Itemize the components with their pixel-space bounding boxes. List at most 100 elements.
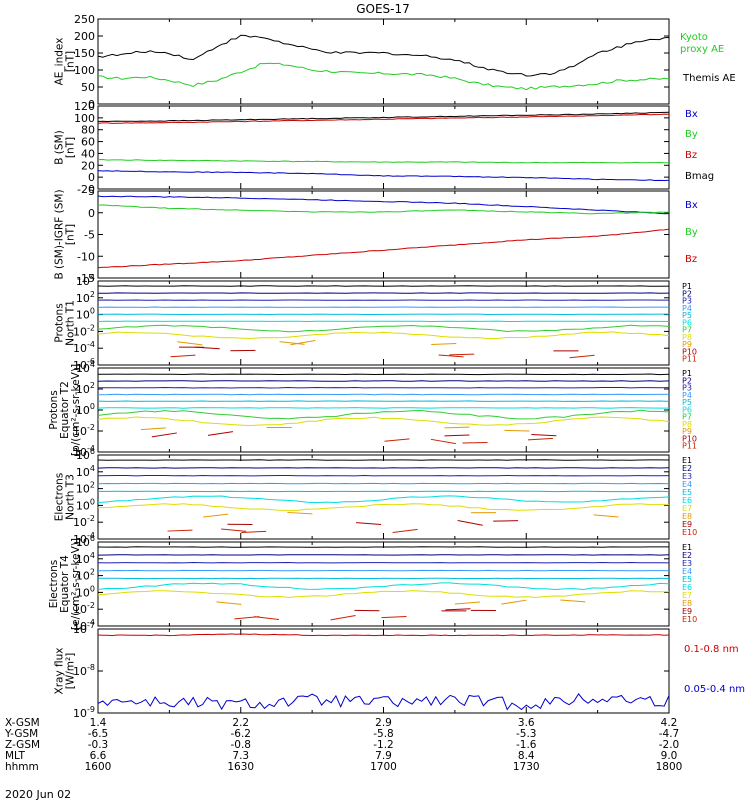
y-axis-label: B (SM)-IGRF (SM) bbox=[54, 189, 66, 279]
channel-line-p11 bbox=[449, 353, 475, 356]
channel-line-e8 bbox=[593, 514, 619, 518]
ephem-value: -4.7 bbox=[659, 728, 680, 740]
series-line-bx bbox=[97, 170, 670, 182]
channel-line-e10 bbox=[392, 528, 418, 534]
legend-e8: E8 bbox=[682, 599, 692, 608]
panel-xray: 10-9 10-8 10-7 Xray flux [W/m²] 0.1-0.8 nm 0.0… bbox=[54, 621, 746, 720]
y-axis-label: Equator T4 bbox=[59, 555, 71, 613]
legend-p10: P10 bbox=[682, 434, 697, 443]
legend-e10: E10 bbox=[682, 528, 697, 537]
channel-line-p9 bbox=[431, 342, 457, 345]
y-tick-label: -15 bbox=[77, 272, 95, 285]
y-tick-label: 100 bbox=[76, 402, 95, 417]
ephem-value: 9.0 bbox=[661, 750, 678, 762]
legend-themis: Themis AE bbox=[682, 73, 736, 84]
date-label: 2020 Jun 02 bbox=[5, 788, 71, 800]
ephem-value: -5.8 bbox=[373, 728, 394, 740]
y-tick-label: 250 bbox=[74, 13, 95, 26]
series-line-green bbox=[97, 62, 670, 91]
ephem-value: -0.8 bbox=[231, 739, 252, 751]
y-tick-label: 106 bbox=[76, 534, 95, 549]
series-line-by bbox=[97, 204, 670, 215]
ephem-value: 7.9 bbox=[375, 750, 392, 762]
channel-line-p11 bbox=[430, 438, 456, 445]
panel-frame bbox=[97, 18, 670, 105]
channel-line-p10 bbox=[151, 432, 177, 438]
panel-prot_t2: 10-4 10-2 100 102 104 Protons Equator T2 [p/(cm… bbox=[48, 360, 697, 459]
legend-e8: E8 bbox=[682, 512, 692, 521]
y-tick-label: 104 bbox=[76, 551, 95, 566]
channel-line-e8 bbox=[454, 601, 480, 605]
legend-p6: P6 bbox=[682, 318, 692, 327]
y-tick-label: 104 bbox=[76, 464, 95, 479]
y-tick-label: 10-2 bbox=[73, 323, 95, 338]
legend-p8: P8 bbox=[682, 420, 692, 429]
y-tick-label: 10-4 bbox=[73, 531, 95, 546]
channel-line-p5 bbox=[97, 400, 670, 402]
y-tick-label: 20 bbox=[81, 159, 95, 172]
ephem-value: 2.2 bbox=[232, 717, 249, 729]
y-tick-label: 5 bbox=[88, 185, 95, 198]
legend-e9: E9 bbox=[682, 607, 692, 616]
channel-line-p6 bbox=[97, 407, 669, 409]
legend-p1: P1 bbox=[682, 369, 692, 378]
ephem-label: Y-GSM bbox=[4, 728, 38, 740]
legend-e1: E1 bbox=[682, 543, 692, 552]
y-tick-label: 10-4 bbox=[73, 340, 95, 355]
legend-by: By bbox=[685, 227, 698, 238]
legend-p6: P6 bbox=[682, 405, 692, 414]
legend-p2: P2 bbox=[682, 376, 692, 385]
channel-line-e10 bbox=[381, 615, 407, 619]
channel-line-e8 bbox=[501, 599, 527, 605]
channel-line-p9 bbox=[290, 339, 316, 346]
legend-p9: P9 bbox=[682, 427, 692, 436]
legend-e2: E2 bbox=[682, 551, 692, 560]
series-line-by bbox=[97, 158, 669, 164]
ephem-value: 1600 bbox=[85, 761, 112, 773]
legend-p7: P7 bbox=[682, 413, 692, 422]
ephem-value: 4.2 bbox=[661, 717, 678, 729]
y-axis-label: Equator T2 bbox=[59, 381, 71, 439]
panel-ae: 0 50 100 150 200 250 AE_index [nT] Kyoto proxy AE… bbox=[54, 13, 736, 111]
y-tick-label: 104 bbox=[76, 273, 95, 288]
channel-line-p10 bbox=[531, 433, 557, 437]
channel-line-e10 bbox=[241, 530, 267, 534]
legend-p9: P9 bbox=[682, 340, 692, 349]
series-line-bx bbox=[97, 195, 670, 215]
channel-line-e8 bbox=[203, 513, 229, 518]
channel-line-e10 bbox=[221, 528, 247, 532]
legend-e7: E7 bbox=[682, 504, 692, 513]
legend-p2: P2 bbox=[682, 289, 692, 298]
legend-e5: E5 bbox=[682, 488, 692, 497]
y-tick-label: -20 bbox=[77, 183, 95, 196]
legend-kyoto: Kyoto proxy AE bbox=[680, 32, 724, 55]
y-axis-label: Electrons bbox=[48, 560, 60, 609]
y-axis-label: B (SM) bbox=[54, 130, 66, 164]
series-line-0-05-0-4-nm bbox=[97, 693, 670, 711]
y-tick-label: 40 bbox=[81, 147, 95, 160]
ephem-value: 1630 bbox=[227, 761, 254, 773]
legend-p11: P11 bbox=[682, 442, 697, 451]
ephem-value: 1700 bbox=[370, 761, 397, 773]
series-line-bz bbox=[97, 113, 670, 124]
y-tick-label: 106 bbox=[76, 447, 95, 462]
ephemeris-table: X-GSM 1.4 2.2 2.9 3.6 4.2 Y-GSM -6.5 -6.2 -5.8 -5.… bbox=[4, 717, 682, 773]
legend-p4: P4 bbox=[682, 304, 692, 313]
y-axis-label: Protons bbox=[48, 390, 60, 429]
ephem-value: -1.2 bbox=[373, 739, 394, 751]
series-line-bz bbox=[97, 228, 670, 269]
channel-line-e9 bbox=[457, 519, 483, 526]
legend-p5: P5 bbox=[682, 398, 692, 407]
channel-line-e7 bbox=[97, 590, 669, 598]
y-tick-label: 50 bbox=[81, 81, 95, 94]
legend-e3: E3 bbox=[682, 472, 692, 481]
y-axis-label: [e/(cm²-s-sr-keV)] bbox=[70, 538, 82, 630]
channel-line-p9 bbox=[279, 341, 305, 345]
legend-p7: P7 bbox=[682, 326, 692, 335]
y-axis-label: [nT] bbox=[65, 51, 77, 72]
legend-p5: P5 bbox=[682, 311, 692, 320]
y-tick-label: 10-2 bbox=[73, 601, 95, 616]
